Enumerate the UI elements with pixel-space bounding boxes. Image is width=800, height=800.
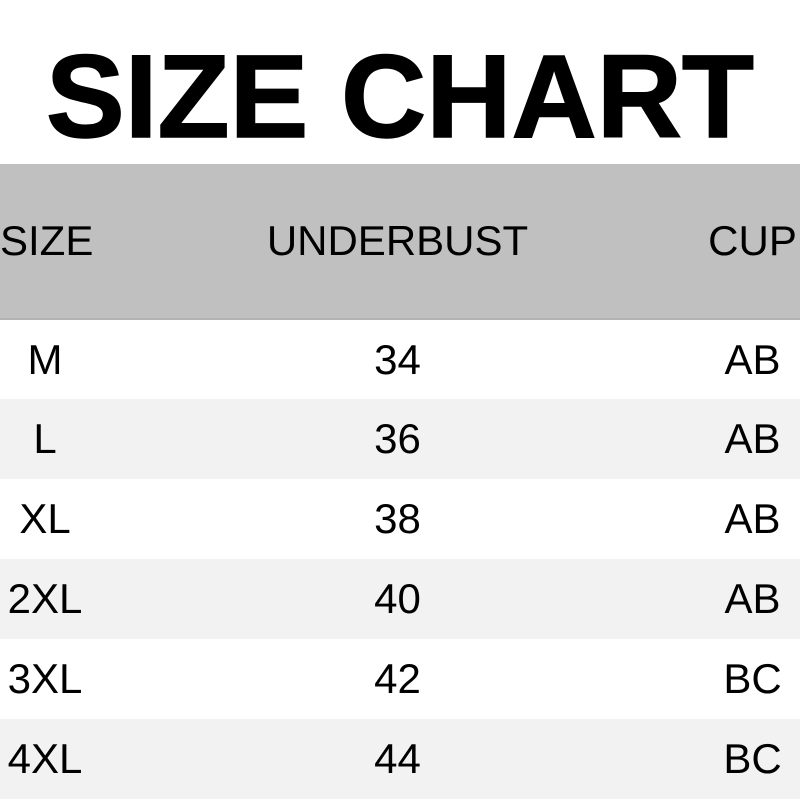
underbust-cell: 44: [90, 719, 705, 799]
size-cell: 3XL: [0, 639, 90, 719]
size-cell: 2XL: [0, 559, 90, 639]
underbust-cell: 38: [90, 479, 705, 559]
cup-cell: BC: [705, 719, 800, 799]
table-row: M 34 AB: [0, 319, 800, 399]
underbust-cell: 34: [90, 319, 705, 399]
table-row: L 36 AB: [0, 399, 800, 479]
underbust-cell: 42: [90, 639, 705, 719]
column-header-underbust: UNDERBUST: [90, 164, 705, 320]
table-row: 2XL 40 AB: [0, 559, 800, 639]
page-title: SIZE CHART: [45, 31, 755, 163]
header-row: SIZE UNDERBUST CUP: [0, 164, 800, 320]
cup-cell: AB: [705, 559, 800, 639]
table-row: XL 38 AB: [0, 479, 800, 559]
table-row: 3XL 42 BC: [0, 639, 800, 719]
cup-cell: AB: [705, 319, 800, 399]
title-area: SIZE CHART: [0, 0, 800, 164]
cup-cell: BC: [705, 639, 800, 719]
cup-cell: AB: [705, 399, 800, 479]
size-cell: XL: [0, 479, 90, 559]
cup-cell: AB: [705, 479, 800, 559]
size-cell: 4XL: [0, 719, 90, 799]
underbust-cell: 40: [90, 559, 705, 639]
size-cell: M: [0, 319, 90, 399]
size-table: SIZE UNDERBUST CUP M 34 AB L 36 AB XL 38…: [0, 164, 800, 799]
column-header-cup: CUP: [705, 164, 800, 320]
underbust-cell: 36: [90, 399, 705, 479]
size-cell: L: [0, 399, 90, 479]
column-header-size: SIZE: [0, 164, 93, 320]
table-row: 4XL 44 BC: [0, 719, 800, 799]
